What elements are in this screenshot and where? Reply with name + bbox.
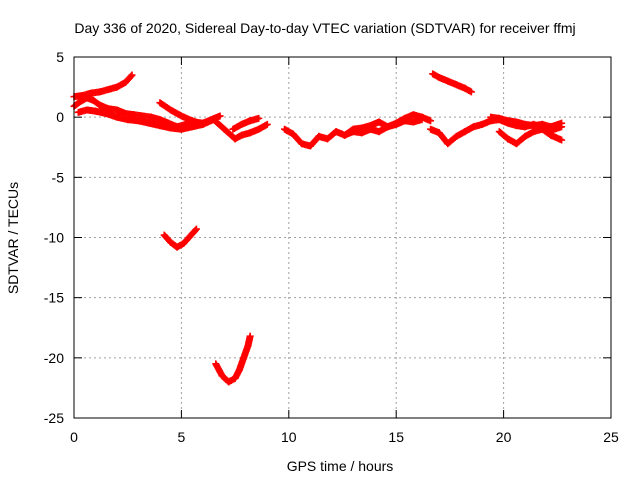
x-axis-label: GPS time / hours — [287, 458, 394, 474]
data-point — [128, 71, 136, 79]
series-trace-right-dip — [495, 125, 566, 148]
data-point — [127, 72, 135, 80]
series-trace-upper-left — [70, 71, 136, 101]
y-tick-label: 0 — [56, 109, 64, 125]
data-point — [255, 114, 263, 122]
series-trace-minus-ten — [160, 225, 200, 251]
x-tick-label: 10 — [281, 429, 297, 445]
series-trace-mid-lower — [341, 116, 426, 139]
x-tick-label: 0 — [70, 429, 78, 445]
data-point — [192, 226, 200, 234]
data-point — [558, 136, 566, 144]
y-tick-label: -5 — [52, 169, 65, 185]
data-point — [418, 116, 426, 124]
data-point — [263, 120, 271, 128]
series-trace-upper-right — [429, 70, 475, 96]
x-tick-label: 15 — [388, 429, 404, 445]
data-point — [427, 117, 435, 125]
series-trace-right-upper — [487, 113, 566, 131]
data-point — [192, 225, 200, 233]
y-tick-label: -10 — [44, 230, 64, 246]
y-tick-label: -15 — [44, 290, 64, 306]
y-tick-label: -25 — [44, 410, 64, 426]
data-point — [216, 112, 224, 120]
chart-title: Day 336 of 2020, Sidereal Day-to-day VTE… — [74, 20, 575, 36]
x-tick-label: 5 — [178, 429, 186, 445]
y-ticks: 5 0 -5 -10 -15 -20 -25 — [44, 49, 611, 426]
y-axis-label: SDTVAR / TECUs — [5, 182, 21, 294]
plot-frame — [73, 56, 612, 419]
data-point — [467, 88, 475, 96]
x-ticks: 0 5 10 15 20 25 — [70, 57, 619, 445]
grid — [74, 57, 611, 418]
data-points — [70, 70, 566, 386]
data-point — [246, 332, 254, 340]
y-tick-label: -20 — [44, 350, 64, 366]
series-trace-short-mid — [229, 114, 263, 133]
x-tick-label: 25 — [603, 429, 619, 445]
series-trace-minus-twenty — [212, 332, 254, 386]
series-trace-dip-early — [156, 99, 271, 143]
x-tick-label: 20 — [496, 429, 512, 445]
y-tick-label: 5 — [56, 49, 64, 65]
data-point — [558, 119, 566, 127]
